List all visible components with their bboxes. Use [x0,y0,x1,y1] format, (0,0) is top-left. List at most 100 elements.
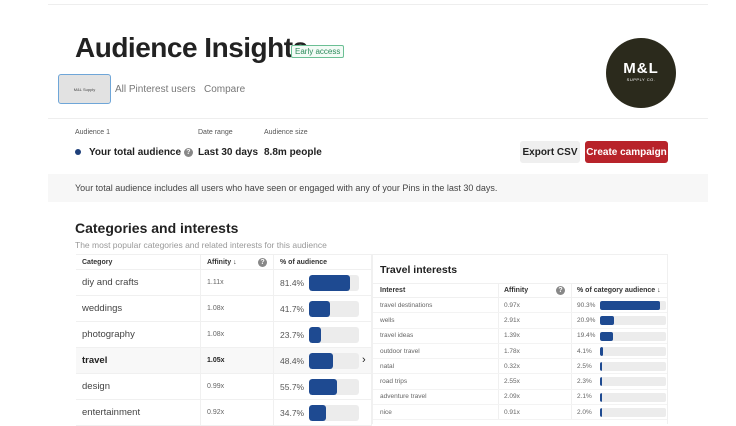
header-affinity[interactable]: Affinity? [498,284,571,297]
percent-bar-fill [309,327,321,343]
interest-name: travel ideas [380,332,414,340]
divider [48,118,708,119]
percent-bar [600,362,666,372]
percent-bar-fill [600,362,602,372]
interest-affinity: 2.09x [498,389,571,405]
interest-percent: 19.4% [577,332,596,340]
percent-bar [600,346,666,356]
category-name: diy and crafts [82,277,139,288]
table-header: Category Affinity ↓? % of audience [76,255,372,270]
sort-down-icon: ↓ [657,287,661,294]
interest-name: travel destinations [380,301,433,309]
header-percent[interactable]: % of audience [273,255,372,269]
interest-row: outdoor travel 1.78x 4.1% [373,343,667,360]
interest-name: road trips [380,378,408,386]
help-icon[interactable]: ? [183,147,193,157]
percent-bar-fill [309,301,330,317]
tab-compare[interactable]: Compare [204,84,246,95]
audience-label: Audience 1 [75,129,111,136]
top-divider [48,4,708,5]
percent-bar [600,392,666,402]
interest-row: wells 2.91x 20.9% [373,313,667,329]
interest-percent: 2.5% [577,362,592,370]
header-interest: Interest [380,287,406,294]
percent-bar-fill [309,353,334,369]
help-icon: ? [258,257,267,267]
interest-row: natal 0.32x 2.5% [373,359,667,375]
percent-bar [309,327,359,343]
percent-bar [600,377,666,387]
percent-bar-fill [600,331,613,341]
percent-bar [309,379,359,395]
interests-table: Interest Affinity? % of category audienc… [373,283,667,421]
export-csv-button[interactable]: Export CSV [520,141,580,163]
category-percent: 81.4% [280,277,305,288]
interest-row: travel ideas 1.39x 19.4% [373,328,667,344]
category-percent: 48.4% [280,355,305,366]
header-percent[interactable]: % of category audience ↓ [571,284,669,297]
interest-percent: 90.3% [577,301,596,309]
percent-bar-fill [600,392,602,402]
tab-all-pinterest-users[interactable]: All Pinterest users [115,84,196,95]
category-percent: 34.7% [280,407,305,418]
interest-percent: 2.0% [577,408,592,416]
percent-bar [309,301,359,317]
header-affinity[interactable]: Affinity ↓? [200,255,273,269]
interest-affinity: 0.91x [498,405,571,420]
date-range-value[interactable]: Last 30 days [198,147,259,158]
audience-size-value: 8.8m people [264,147,322,158]
percent-bar-fill [309,275,350,291]
audience-info: Your total audience includes all users w… [48,174,708,202]
interest-row: nice 0.91x 2.0% [373,405,667,421]
category-row[interactable]: design 0.99x 55.7% [76,374,372,400]
interest-affinity: 2.91x [498,313,571,328]
category-affinity: 0.99x [200,374,273,399]
brand-logo: M&L SUPPLY CO. [606,38,676,108]
help-icon: ? [556,286,565,295]
percent-bar [600,408,666,418]
interest-percent: 20.9% [577,316,596,324]
chevron-right-icon[interactable]: › [362,354,366,366]
category-row[interactable]: photography 1.08x 23.7% [76,322,372,348]
interests-panel: Travel interests Interest Affinity? % of… [372,254,668,424]
category-row[interactable]: entertainment 0.92x 34.7% [76,400,372,426]
category-name: entertainment [82,407,141,418]
interest-row: travel destinations 0.97x 90.3% [373,298,667,314]
section-title: Categories and interests [75,220,239,236]
category-row[interactable]: travel 1.05x 48.4% › [76,348,372,374]
date-range-label: Date range [198,129,233,136]
interest-affinity: 0.32x [498,359,571,374]
category-percent: 41.7% [280,303,305,314]
interest-name: adventure travel [380,393,427,401]
interest-affinity: 0.97x [498,298,571,313]
interest-percent: 2.3% [577,378,592,386]
percent-bar-fill [600,377,602,387]
interest-affinity: 1.78x [498,343,571,359]
interest-affinity: 1.39x [498,328,571,343]
early-access-badge: Early access [291,45,345,58]
create-campaign-button[interactable]: Create campaign [585,141,668,163]
table-header: Interest Affinity? % of category audienc… [373,283,667,298]
sort-down-icon: ↓ [233,258,237,266]
category-row[interactable]: diy and crafts 1.11x 81.4% [76,270,372,296]
tab-ml-supply[interactable]: M&L Supply [58,74,111,104]
category-name: weddings [82,303,123,314]
percent-bar [600,316,666,326]
audience-size-label: Audience size [264,129,308,136]
categories-table: Category Affinity ↓? % of audience diy a… [76,254,372,426]
section-subtitle: The most popular categories and related … [75,240,327,250]
category-name: travel [82,355,108,366]
percent-bar [309,405,359,421]
page-title: Audience Insights [75,32,308,63]
category-row[interactable]: weddings 1.08x 41.7% [76,296,372,322]
category-name: photography [82,329,135,340]
header-category: Category [82,258,113,266]
percent-bar-fill [600,316,614,326]
interest-name: wells [380,316,395,324]
category-affinity: 1.11x [200,270,273,295]
percent-bar [600,331,666,341]
interest-percent: 4.1% [577,347,592,355]
percent-bar [600,301,666,310]
audience-selector[interactable]: Your total audience ? [89,147,193,158]
interests-title: Travel interests [380,264,458,276]
